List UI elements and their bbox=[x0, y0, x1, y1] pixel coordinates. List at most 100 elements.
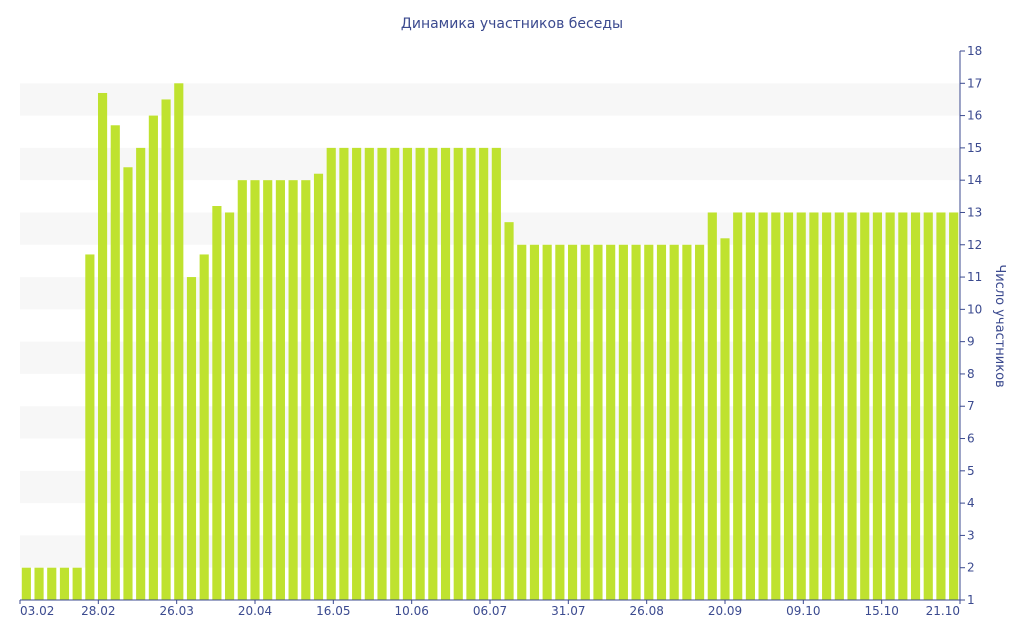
bar[interactable] bbox=[745, 212, 755, 600]
bar[interactable] bbox=[301, 180, 311, 601]
bar[interactable] bbox=[377, 147, 387, 600]
bar[interactable] bbox=[402, 147, 413, 600]
bar[interactable] bbox=[860, 212, 870, 600]
y-tick-label: 10 bbox=[967, 302, 982, 316]
y-tick-label: 17 bbox=[967, 76, 982, 90]
x-tick-label: 28.02 bbox=[81, 604, 115, 618]
y-tick-label: 13 bbox=[967, 205, 982, 219]
bar[interactable] bbox=[123, 167, 133, 600]
bar[interactable] bbox=[910, 212, 921, 600]
bar[interactable] bbox=[885, 212, 895, 600]
bar[interactable] bbox=[415, 147, 425, 600]
bar[interactable] bbox=[542, 244, 552, 600]
bar[interactable] bbox=[212, 206, 222, 600]
y-tick-label: 14 bbox=[967, 173, 982, 187]
bar[interactable] bbox=[466, 147, 476, 600]
bar[interactable] bbox=[720, 238, 730, 600]
bar[interactable] bbox=[85, 254, 95, 600]
bar[interactable] bbox=[783, 212, 794, 600]
bar[interactable] bbox=[275, 180, 285, 601]
y-tick-label: 6 bbox=[967, 432, 975, 446]
bar[interactable] bbox=[669, 244, 679, 600]
grid-band bbox=[20, 470, 960, 504]
bar[interactable] bbox=[326, 147, 336, 600]
bar[interactable] bbox=[682, 244, 692, 600]
bar[interactable] bbox=[796, 212, 806, 600]
bar[interactable] bbox=[656, 244, 667, 600]
x-tick-label: 20.04 bbox=[238, 604, 272, 618]
x-tick-label: 20.09 bbox=[708, 604, 742, 618]
bar[interactable] bbox=[555, 244, 565, 600]
bar[interactable] bbox=[288, 180, 298, 601]
bar[interactable] bbox=[491, 147, 501, 600]
bar[interactable] bbox=[47, 567, 57, 600]
bar[interactable] bbox=[631, 244, 641, 600]
bar[interactable] bbox=[834, 212, 844, 600]
bar[interactable] bbox=[21, 567, 31, 600]
x-tick-label: 09.10 bbox=[786, 604, 820, 618]
bar[interactable] bbox=[313, 173, 324, 600]
bar[interactable] bbox=[364, 147, 374, 600]
bar[interactable] bbox=[161, 99, 171, 601]
bar[interactable] bbox=[110, 125, 120, 600]
bar[interactable] bbox=[453, 147, 463, 600]
bar[interactable] bbox=[733, 212, 743, 600]
bar[interactable] bbox=[529, 244, 540, 600]
bar[interactable] bbox=[517, 244, 527, 600]
bar[interactable] bbox=[809, 212, 819, 600]
x-tick-label: 16.05 bbox=[316, 604, 350, 618]
bar[interactable] bbox=[872, 212, 883, 600]
bar[interactable] bbox=[136, 147, 146, 600]
bar[interactable] bbox=[618, 244, 628, 600]
bar[interactable] bbox=[34, 567, 44, 600]
grid-bands bbox=[20, 83, 960, 568]
bar[interactable] bbox=[390, 147, 400, 600]
bar[interactable] bbox=[593, 244, 603, 600]
bar[interactable] bbox=[898, 212, 908, 600]
bar[interactable] bbox=[771, 212, 781, 600]
bar[interactable] bbox=[225, 212, 235, 600]
x-tick-label: 31.07 bbox=[551, 604, 585, 618]
bar[interactable] bbox=[822, 212, 832, 600]
bar[interactable] bbox=[695, 244, 705, 600]
bar[interactable] bbox=[263, 180, 273, 601]
y-tick-label: 15 bbox=[967, 141, 982, 155]
bar[interactable] bbox=[504, 222, 514, 601]
bar[interactable] bbox=[428, 147, 438, 600]
bar[interactable] bbox=[174, 83, 184, 600]
y-tick-label: 1 bbox=[967, 593, 975, 607]
bar[interactable] bbox=[186, 277, 197, 600]
bar[interactable] bbox=[59, 567, 70, 600]
y-tick-label: 4 bbox=[967, 496, 975, 510]
bar[interactable] bbox=[949, 212, 959, 600]
x-tick-label: 10.06 bbox=[394, 604, 428, 618]
bar[interactable] bbox=[758, 212, 768, 600]
bar[interactable] bbox=[567, 244, 578, 600]
grid-band bbox=[20, 83, 960, 116]
bar[interactable] bbox=[707, 212, 717, 600]
y-tick-label: 11 bbox=[967, 270, 982, 284]
bar[interactable] bbox=[479, 147, 489, 600]
chart-title: Динамика участников беседы bbox=[401, 16, 623, 32]
x-tick-label: 21.10 bbox=[926, 604, 960, 618]
bar[interactable] bbox=[352, 147, 362, 600]
bar[interactable] bbox=[847, 212, 857, 600]
bar[interactable] bbox=[580, 244, 590, 600]
bar[interactable] bbox=[250, 180, 260, 601]
bar[interactable] bbox=[644, 244, 654, 600]
bar[interactable] bbox=[199, 254, 209, 600]
bar[interactable] bbox=[923, 212, 933, 600]
grid-band bbox=[20, 341, 960, 374]
bar[interactable] bbox=[936, 212, 946, 600]
bar[interactable] bbox=[237, 180, 247, 601]
bar[interactable] bbox=[606, 244, 616, 600]
bar[interactable] bbox=[339, 147, 349, 600]
bar[interactable] bbox=[97, 92, 108, 600]
grid-band bbox=[20, 277, 960, 310]
bar[interactable] bbox=[72, 567, 82, 600]
y-axis-label: Число участников bbox=[992, 264, 1007, 387]
bar[interactable] bbox=[148, 115, 158, 601]
bar[interactable] bbox=[440, 147, 451, 600]
